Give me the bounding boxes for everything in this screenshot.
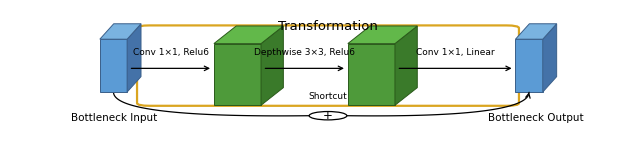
Text: Shortcut: Shortcut (308, 92, 348, 101)
Polygon shape (515, 24, 557, 39)
Polygon shape (515, 39, 543, 92)
Circle shape (309, 112, 347, 120)
Polygon shape (348, 26, 417, 44)
Polygon shape (214, 44, 261, 105)
Polygon shape (348, 44, 395, 105)
Text: Conv 1×1, Linear: Conv 1×1, Linear (416, 48, 495, 57)
Polygon shape (261, 26, 284, 105)
Polygon shape (543, 24, 557, 92)
Polygon shape (100, 39, 127, 92)
Text: Transformation: Transformation (278, 20, 378, 33)
Polygon shape (100, 24, 141, 39)
Polygon shape (214, 26, 284, 44)
Polygon shape (395, 26, 417, 105)
Polygon shape (127, 24, 141, 92)
Text: Bottleneck Input: Bottleneck Input (70, 113, 157, 123)
Text: +: + (323, 109, 333, 122)
Text: Depthwise 3×3, Relu6: Depthwise 3×3, Relu6 (254, 48, 355, 57)
Text: Bottleneck Output: Bottleneck Output (488, 113, 583, 123)
Text: Conv 1×1, Relu6: Conv 1×1, Relu6 (132, 48, 209, 57)
